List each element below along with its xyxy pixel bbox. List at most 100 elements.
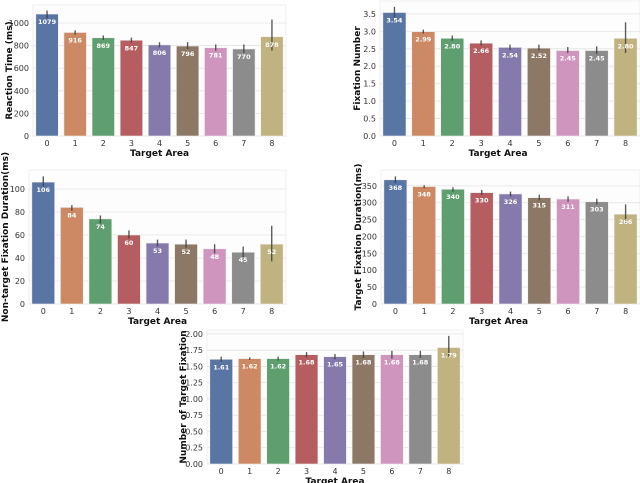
bar-1 xyxy=(412,186,436,305)
x-tick-label: 0 xyxy=(219,467,224,476)
y-tick-label: 1.25 xyxy=(185,379,203,388)
x-tick-label: 7 xyxy=(594,307,599,316)
y-tick-label: 100 xyxy=(362,266,377,275)
data-label: 781 xyxy=(209,52,223,60)
y-tick-label: 0 xyxy=(372,300,377,309)
x-tick-label: 2 xyxy=(101,139,106,148)
subplot-2: 0.0 0.5 1.0 1.5 2.0 2.5 3.0 3.5 3.54 0 2.99 1 2.80 2 2… xyxy=(353,0,640,159)
y-tick-label: 400 xyxy=(14,87,29,96)
data-label: 45 xyxy=(239,256,249,264)
data-label: 326 xyxy=(504,198,518,206)
y-axis-label: Reaction Time (ms) xyxy=(5,21,15,119)
bar-0 xyxy=(35,13,59,137)
y-tick-label: 20 xyxy=(15,277,25,286)
y-tick-label: 2.5 xyxy=(363,45,376,54)
x-tick-label: 4 xyxy=(332,467,337,476)
data-label: 52 xyxy=(182,248,191,256)
bar-4 xyxy=(498,193,523,305)
data-label: 315 xyxy=(532,202,546,210)
bar-2 xyxy=(441,188,465,305)
y-tick-label: 0.75 xyxy=(185,411,203,420)
bar-8 xyxy=(260,36,284,137)
y-tick-label: 40 xyxy=(15,254,25,263)
y-tick-label: 0.0 xyxy=(363,132,376,141)
data-label: 1.65 xyxy=(327,361,344,369)
data-label: 1079 xyxy=(38,18,57,26)
bar-2 xyxy=(266,358,290,465)
y-tick-label: 0.00 xyxy=(185,460,203,469)
bar-5 xyxy=(527,47,551,137)
data-label: 2.54 xyxy=(502,51,519,59)
data-label: 1.68 xyxy=(412,359,429,367)
bar-2 xyxy=(440,38,465,137)
x-tick-label: 8 xyxy=(269,139,274,148)
y-tick-label: 300 xyxy=(362,199,377,208)
bar-2 xyxy=(88,218,113,305)
data-label: 1.79 xyxy=(441,352,458,360)
data-label: 311 xyxy=(561,203,575,211)
bar-0 xyxy=(31,181,55,305)
data-label: 2.52 xyxy=(531,52,547,60)
x-tick-label: 3 xyxy=(479,307,484,316)
data-label: 1.68 xyxy=(384,359,401,367)
data-label: 340 xyxy=(446,193,460,201)
x-tick-label: 5 xyxy=(536,139,541,148)
x-tick-label: 4 xyxy=(155,307,160,316)
subplot-5: 0.00 0.25 0.50 0.75 1.00 1.25 1.50 1.75 2.00 1.61… xyxy=(179,329,464,483)
data-label: 303 xyxy=(590,206,604,214)
x-tick-label: 0 xyxy=(41,307,46,316)
bar-0 xyxy=(383,179,408,305)
data-label: 330 xyxy=(475,197,489,205)
x-tick-label: 2 xyxy=(450,307,455,316)
data-label: 1.68 xyxy=(355,359,372,367)
data-label: 106 xyxy=(36,186,50,194)
data-label: 3.54 xyxy=(386,17,403,25)
bar-8 xyxy=(613,213,638,305)
y-tick-label: 100 xyxy=(10,185,25,194)
bar-0 xyxy=(209,358,233,465)
data-label: 869 xyxy=(96,42,110,50)
bar-6 xyxy=(380,354,404,465)
x-tick-label: 6 xyxy=(389,467,394,476)
subplot-1: 0 200 400 600 800 1000 1079 0 916 1 869 2 847 3 806 4 79… xyxy=(5,4,287,159)
y-tick-label: 2.0 xyxy=(363,62,376,71)
bar-7 xyxy=(408,354,433,465)
bar-4 xyxy=(323,356,347,465)
bar-6 xyxy=(555,50,580,137)
y-tick-label: 0 xyxy=(24,132,29,141)
y-tick-label: 0.25 xyxy=(185,444,203,453)
data-label: 2.80 xyxy=(444,42,461,50)
bar-6 xyxy=(204,47,228,137)
x-tick-label: 8 xyxy=(446,467,451,476)
bar-0 xyxy=(382,12,407,137)
y-tick-label: 0.5 xyxy=(363,115,376,124)
x-tick-label: 7 xyxy=(418,467,423,476)
x-tick-label: 5 xyxy=(537,307,542,316)
y-tick-label: 200 xyxy=(362,232,377,241)
bar-1 xyxy=(411,31,436,137)
bar-1 xyxy=(63,32,87,137)
y-axis-label: Fixation Number xyxy=(353,26,363,111)
data-label: 348 xyxy=(417,191,431,199)
x-tick-label: 1 xyxy=(69,307,74,316)
y-tick-label: 150 xyxy=(362,249,377,258)
bar-8 xyxy=(437,347,461,465)
bar-5 xyxy=(351,354,376,465)
x-tick-label: 5 xyxy=(184,307,189,316)
y-tick-label: 800 xyxy=(14,42,29,51)
data-label: 60 xyxy=(124,239,134,247)
y-tick-label: 1.00 xyxy=(185,395,203,404)
x-tick-label: 1 xyxy=(247,467,252,476)
x-tick-label: 3 xyxy=(479,139,484,148)
x-tick-label: 0 xyxy=(393,307,398,316)
y-axis-label: Number of Target Fixation xyxy=(179,330,189,463)
x-tick-label: 3 xyxy=(126,307,131,316)
data-label: 74 xyxy=(96,223,106,231)
bar-7 xyxy=(584,50,609,137)
bar-5 xyxy=(176,45,200,137)
x-tick-label: 7 xyxy=(241,307,246,316)
bar-7 xyxy=(585,201,609,305)
y-tick-label: 200 xyxy=(14,109,29,118)
y-tick-label: 250 xyxy=(362,216,377,225)
